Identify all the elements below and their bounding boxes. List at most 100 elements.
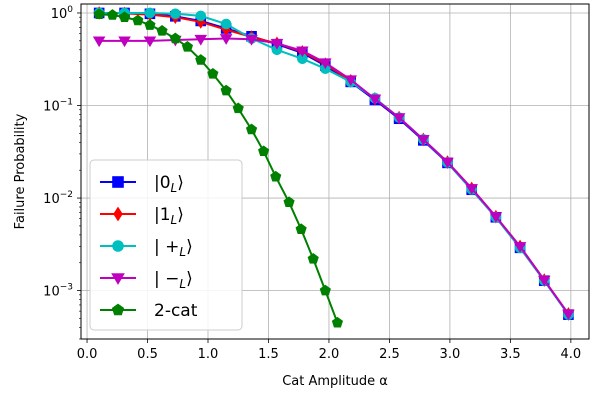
- data-point: [392, 113, 406, 124]
- data-point: [417, 135, 430, 146]
- y-tick-exponent: −3: [60, 283, 73, 293]
- legend: |0L⟩|1L⟩| +L⟩| −L⟩2-cat: [89, 159, 243, 331]
- data-point: [195, 10, 207, 22]
- x-tick-label: 4.0: [561, 347, 582, 362]
- data-point: [295, 223, 307, 235]
- series-pentagon: [93, 8, 344, 328]
- legend-label-end: ⟩: [186, 269, 193, 289]
- legend-label: | −L⟩: [154, 269, 193, 291]
- data-point: [331, 316, 344, 328]
- legend-entry: | −L⟩: [100, 269, 193, 291]
- data-point: [245, 123, 258, 135]
- data-point: [537, 275, 551, 287]
- legend-entry: |0L⟩: [100, 173, 184, 195]
- data-point: [319, 58, 332, 70]
- x-tick-label: 1.5: [258, 347, 279, 362]
- legend-label-main: | −: [154, 269, 179, 289]
- data-point: [245, 34, 258, 46]
- x-axis-label: Cat Amplitude α: [282, 374, 388, 389]
- data-point: [296, 46, 309, 58]
- data-point: [283, 196, 295, 208]
- legend-label-main: |1: [154, 205, 171, 225]
- data-point: [368, 94, 382, 106]
- data-point: [112, 176, 124, 188]
- plot-frame: [80, 3, 590, 340]
- data-point: [170, 8, 181, 20]
- x-tick-label: 0.5: [137, 347, 158, 362]
- data-point: [220, 18, 232, 30]
- legend-label-subscript: L: [179, 245, 186, 259]
- legend-label-subscript: L: [171, 213, 178, 227]
- data-point: [118, 36, 131, 48]
- data-point: [144, 19, 156, 30]
- data-point: [513, 242, 527, 253]
- data-point: [270, 38, 284, 50]
- x-tick-label: 1.0: [198, 347, 219, 362]
- data-point: [489, 212, 503, 223]
- series-layer: [92, 6, 575, 328]
- data-point: [118, 11, 131, 22]
- x-tick-label: 2.0: [319, 347, 340, 362]
- legend-label-main: |0: [154, 173, 171, 193]
- legend-label-subscript: L: [179, 277, 186, 291]
- y-tick-exponent: −2: [60, 190, 73, 200]
- y-tick-base: 10: [43, 192, 60, 207]
- data-point: [194, 34, 208, 46]
- data-point: [232, 102, 244, 114]
- data-point: [169, 32, 181, 44]
- data-point: [143, 36, 157, 48]
- legend-label-end: ⟩: [177, 173, 184, 193]
- y-tick-exponent: −1: [60, 98, 73, 108]
- y-tick-base: 10: [43, 285, 60, 300]
- x-tick-label: 2.5: [379, 347, 400, 362]
- legend-box: [89, 159, 243, 331]
- data-point: [181, 41, 194, 52]
- y-tick-base: 10: [51, 7, 68, 22]
- x-tick-label: 3.0: [440, 347, 461, 362]
- x-tick-label: 0.0: [77, 347, 98, 362]
- data-point: [195, 54, 207, 65]
- data-point: [106, 9, 119, 20]
- data-point: [207, 67, 219, 79]
- legend-label-end: ⟩: [177, 205, 184, 225]
- data-point: [92, 36, 106, 48]
- data-point: [132, 14, 144, 26]
- data-point: [111, 303, 125, 316]
- data-point: [93, 8, 105, 19]
- legend-label: | +L⟩: [154, 237, 193, 259]
- data-point: [220, 84, 232, 96]
- legend-entry: 2-cat: [100, 301, 198, 321]
- legend-label: 2-cat: [154, 301, 198, 321]
- ticks: 0.0 0.5 1.0 1.5 2.0 2.5 3.0 3.5 4.010010−110−210…: [43, 5, 581, 362]
- y-tick-label: 100: [51, 5, 74, 22]
- y-tick-label: 10−2: [43, 190, 73, 207]
- data-point: [156, 25, 168, 36]
- y-tick-base: 10: [43, 100, 60, 115]
- data-point: [270, 170, 282, 182]
- data-point: [319, 284, 331, 296]
- legend-label: |1L⟩: [154, 205, 184, 227]
- y-axis-label: Failure Probability: [13, 113, 28, 229]
- legend-label-end: ⟩: [186, 237, 193, 257]
- data-point: [344, 75, 357, 87]
- data-point: [219, 34, 233, 45]
- legend-label-main: 2-cat: [154, 301, 198, 321]
- y-tick-label: 10−3: [43, 283, 73, 300]
- data-point: [144, 7, 156, 19]
- data-point: [111, 273, 125, 285]
- y-tick-exponent: 0: [67, 5, 73, 15]
- y-tick-label: 10−1: [43, 98, 73, 115]
- data-point: [307, 253, 319, 264]
- data-point: [112, 240, 124, 252]
- legend-label-subscript: L: [171, 181, 178, 195]
- data-point: [465, 184, 478, 195]
- data-point: [113, 206, 123, 222]
- data-point: [562, 309, 575, 321]
- legend-label-main: | +: [154, 237, 179, 257]
- data-point: [441, 157, 454, 169]
- legend-entry: |1L⟩: [100, 205, 184, 227]
- data-point: [258, 145, 270, 157]
- legend-entry: | +L⟩: [100, 237, 193, 259]
- legend-label: |0L⟩: [154, 173, 184, 195]
